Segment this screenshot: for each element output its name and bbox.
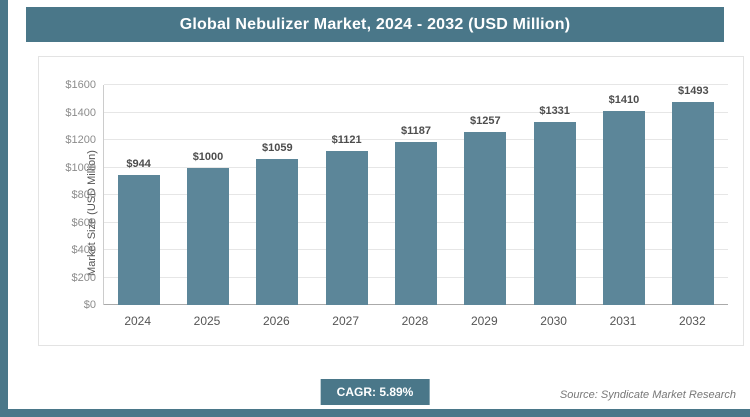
bar	[394, 141, 437, 305]
y-tick-label: $1200	[65, 134, 96, 146]
y-tick-label: $1600	[65, 79, 96, 91]
x-tick-label: 2031	[609, 314, 637, 328]
cagr-badge: CAGR: 5.89%	[320, 379, 430, 405]
source-note: Source: Syndicate Market Research	[559, 389, 736, 401]
bar	[325, 150, 368, 305]
bar-value-label: $1410	[608, 94, 640, 107]
gridline	[104, 111, 728, 113]
x-tick-label: 2030	[540, 314, 567, 328]
y-tick-label: $800	[71, 189, 96, 201]
x-tick-label: 2028	[401, 314, 429, 328]
x-tick-label: 2024	[124, 314, 152, 328]
x-tick-label: 2026	[262, 314, 290, 328]
bar-slot: $1331	[520, 85, 589, 305]
y-tick-label: $600	[71, 216, 96, 229]
bar	[464, 132, 507, 305]
bar-value-label: $1331	[539, 105, 570, 117]
bar-value-label: $1000	[192, 150, 224, 163]
bar	[672, 102, 715, 305]
bar	[602, 111, 645, 305]
y-tick-label: $1000	[65, 161, 96, 174]
bar	[256, 159, 299, 305]
bar	[533, 122, 576, 305]
bar-value-label: $1187	[400, 124, 431, 137]
bar-slot: $1257	[451, 85, 520, 305]
x-tick-label: 2025	[193, 314, 221, 328]
plot-area: $0 $200 $400 $600 $800 $1000 $1200 $1400 $1600 $9…	[65, 79, 728, 311]
bar-slot: $1000	[173, 85, 242, 305]
y-tick-label: $200	[71, 271, 96, 284]
x-tick-label: 2027	[332, 314, 359, 328]
bar-value-label: $1257	[470, 115, 501, 128]
bar-value-label: $1493	[677, 85, 709, 97]
y-tick-label: $0	[83, 299, 96, 311]
y-axis-label: Market Size (USD Million)	[86, 150, 98, 276]
x-tick-label: 2032	[678, 314, 706, 328]
y-tick-label: $400	[71, 244, 96, 256]
bar-slot: $1187	[381, 85, 450, 305]
bottom-border-stripe	[0, 409, 750, 417]
x-tick-label: 2029	[470, 314, 498, 328]
chart-container: Market Size (USD Million) $0 $200 $400 $600…	[38, 56, 744, 346]
x-axis-labels: 2024 2025 2026 2027 2028 2029 2030 2031 2032	[103, 305, 727, 339]
bar-slot: $944	[104, 85, 173, 305]
bar-slot: $1121	[312, 85, 381, 305]
bar-value-label: $1059	[262, 142, 293, 155]
gridline	[104, 84, 728, 85]
bar	[117, 175, 160, 305]
bar	[186, 167, 229, 305]
bar-value-label: $1121	[331, 133, 362, 146]
bar-value-label: $944	[126, 158, 151, 171]
bar-slot: $1493	[659, 85, 728, 305]
bar-slot: $1410	[589, 85, 658, 305]
bar-slot: $1059	[243, 85, 312, 305]
left-border-stripe	[0, 0, 8, 417]
y-tick-label: $1400	[65, 106, 96, 119]
chart-title: Global Nebulizer Market, 2024 - 2032 (US…	[26, 7, 724, 42]
gridline	[104, 139, 728, 140]
